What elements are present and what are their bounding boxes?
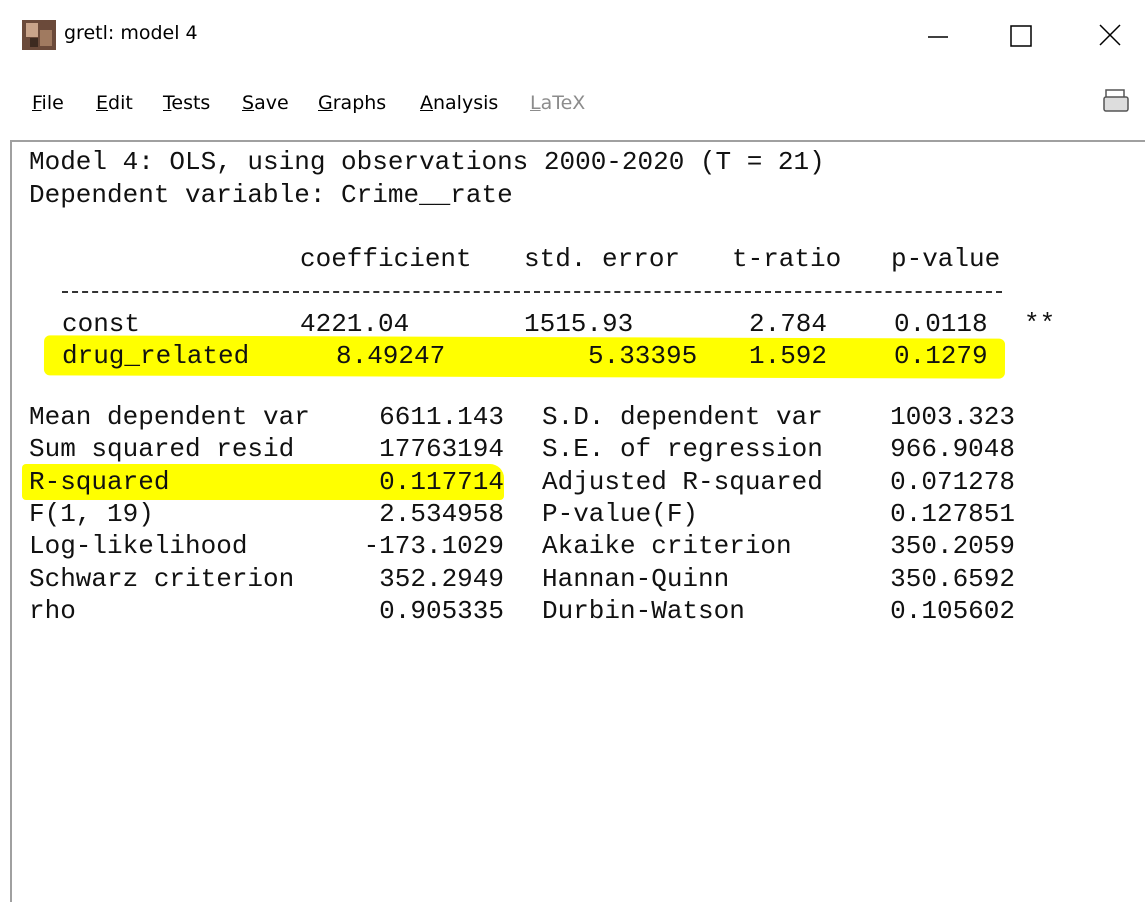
stat-label: Schwarz criterion xyxy=(29,563,295,594)
stat-label: Hannan-Quinn xyxy=(542,563,730,594)
cell: 0.0118 xyxy=(894,309,988,339)
menu-item[interactable]: Graphs xyxy=(318,92,387,114)
column-header: std. error xyxy=(524,244,681,274)
stat-value: 350.2059 xyxy=(890,531,1015,562)
stat-value: 0.905335 xyxy=(379,595,504,626)
menu-item[interactable]: Tests xyxy=(163,92,211,114)
window-controls[interactable] xyxy=(910,18,1130,52)
stat-value: 2.534958 xyxy=(379,498,504,529)
column-header: coefficient xyxy=(300,244,472,274)
menu-item[interactable]: Save xyxy=(242,92,289,114)
stat-label: rho xyxy=(29,595,76,626)
cell: ** xyxy=(1024,309,1056,339)
stat-label: S.E. of regression xyxy=(542,434,823,465)
stat-value: 350.6592 xyxy=(890,563,1015,594)
stat-label: P-value(F) xyxy=(542,498,699,529)
column-header: p-value xyxy=(891,244,1001,274)
cell: 4221.04 xyxy=(300,309,410,339)
print-icon[interactable] xyxy=(1102,88,1132,116)
stat-value: -173.1029 xyxy=(363,531,504,562)
header-line: Dependent variable: Crime__rate xyxy=(29,180,513,210)
stat-value: 966.9048 xyxy=(890,434,1015,465)
menu-item[interactable]: Analysis xyxy=(420,92,499,114)
stat-label: Adjusted R-squared xyxy=(542,466,823,497)
cell: 0.1279 xyxy=(894,341,988,371)
cell: 5.33395 xyxy=(588,341,698,371)
stat-label: Sum squared resid xyxy=(29,434,295,465)
stat-value: 352.2949 xyxy=(379,563,504,594)
stat-label: S.D. dependent var xyxy=(542,402,823,432)
stat-value: 0.071278 xyxy=(890,466,1015,497)
stat-label: Log-likelihood xyxy=(29,531,248,562)
highlight xyxy=(22,464,504,500)
stat-label: F(1, 19) xyxy=(29,498,154,529)
stat-label: R-squared xyxy=(29,466,170,497)
stat-value: 0.105602 xyxy=(890,595,1015,626)
separator xyxy=(62,291,1002,293)
title-bar: gretl: model 4 xyxy=(0,0,1145,70)
menu-item[interactable]: File xyxy=(32,92,64,114)
cell: 8.49247 xyxy=(336,341,446,371)
stat-value: 17763194 xyxy=(379,434,504,465)
row-label: drug_related xyxy=(62,341,250,371)
stat-value: 6611.143 xyxy=(379,402,504,432)
column-header: t-ratio xyxy=(732,244,842,274)
window-title: gretl: model 4 xyxy=(64,22,198,44)
stat-label: Durbin-Watson xyxy=(542,595,745,626)
stat-value: 1003.323 xyxy=(890,402,1015,432)
row-label: const xyxy=(62,309,141,339)
menu-bar: File Edit Tests Save Graphs Analysis LaTeX xyxy=(0,70,1145,136)
menu-item[interactable]: Edit xyxy=(96,92,133,114)
app-icon xyxy=(22,20,56,50)
stat-value: 0.127851 xyxy=(890,498,1015,529)
stat-value: 0.117714 xyxy=(379,466,504,497)
cell: 1515.93 xyxy=(524,309,634,339)
output-text: Model 4: OLS, using observations 2000-20… xyxy=(10,140,1145,902)
header-line: Model 4: OLS, using observations 2000-20… xyxy=(29,147,825,177)
cell: 2.784 xyxy=(749,309,828,339)
menu-item[interactable]: LaTeX xyxy=(530,92,586,114)
cell: 1.592 xyxy=(749,341,828,371)
stat-label: Mean dependent var xyxy=(29,402,310,432)
stat-label: Akaike criterion xyxy=(542,531,792,562)
